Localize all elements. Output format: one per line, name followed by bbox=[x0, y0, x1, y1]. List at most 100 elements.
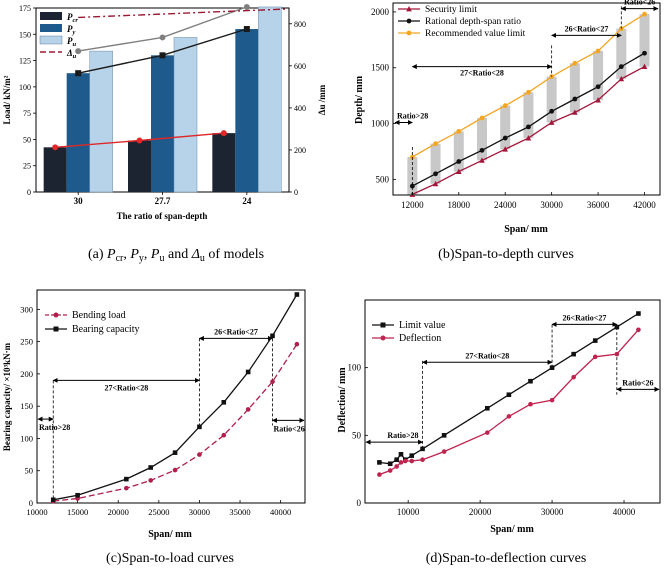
panel-a-ylabel-right: Δu /mm bbox=[317, 84, 327, 115]
series-point-0 bbox=[420, 446, 425, 452]
panel-a-chart: 0 25 50 75 100 125 150 175 0 200 400 600 800 30 27.7… bbox=[2, 3, 327, 264]
trend-point-pu-30 bbox=[75, 48, 82, 55]
series-point-1 bbox=[485, 430, 490, 435]
panel-a-ylabel: Load/ kN/m² bbox=[2, 75, 12, 124]
series-point-0 bbox=[548, 119, 555, 125]
y-tick-label: 300 bbox=[20, 304, 33, 314]
legend-swatch-pcr bbox=[40, 12, 62, 20]
series-point-0 bbox=[455, 168, 462, 174]
legend-marker-1 bbox=[53, 326, 59, 332]
bar-pu-27.7 bbox=[173, 37, 198, 193]
series-point-1 bbox=[618, 64, 624, 70]
annot-27-28-label: 27<Ratio<28 bbox=[465, 351, 509, 360]
panel-d-chart: 10000 20000 30000 40000 0 50 100 Ratio>28 27<Ra… bbox=[337, 299, 661, 566]
series-point-1 bbox=[441, 449, 447, 454]
series-point-1 bbox=[387, 468, 393, 473]
panel-a-caption: (a) Pcr, Py, Pu and Δu of models bbox=[88, 247, 264, 264]
trend-line-pu bbox=[78, 6, 248, 52]
legend-marker-1 bbox=[380, 335, 386, 341]
bar-py-24 bbox=[235, 29, 259, 193]
panel-a-y-ticks: 0 25 50 75 100 125 150 175 bbox=[19, 4, 36, 197]
bar-pcr-27.7 bbox=[128, 140, 151, 192]
series-point-1 bbox=[592, 354, 598, 360]
annot-ratio-lt26-label: Ratio<26 bbox=[624, 0, 655, 7]
series-point-2 bbox=[526, 89, 531, 95]
y-tick-label: 2000 bbox=[371, 7, 390, 17]
x-tick-label: 18000 bbox=[448, 200, 471, 210]
series-point-1 bbox=[549, 108, 555, 114]
x-tick-label: 40000 bbox=[270, 507, 291, 517]
y-tick-label: 150 bbox=[20, 401, 33, 411]
x-tick-label: 12000 bbox=[401, 200, 424, 210]
series-point-1 bbox=[409, 458, 415, 464]
series-point-1 bbox=[270, 333, 275, 339]
y-tick-label: 100 bbox=[348, 363, 362, 373]
x-tick-label: 42000 bbox=[633, 200, 656, 210]
delta-u-line bbox=[78, 8, 286, 19]
legend-marker-0 bbox=[406, 6, 412, 12]
panel-d-lines bbox=[377, 311, 641, 477]
y-tick-label: 50 bbox=[23, 135, 31, 144]
series-point-0 bbox=[571, 351, 576, 357]
y-tick-label: 50 bbox=[352, 430, 362, 440]
annot-26-27-label: 26<Ratio<27 bbox=[214, 327, 258, 336]
series-point-1 bbox=[526, 124, 531, 130]
series-point-1 bbox=[409, 183, 415, 189]
series-point-0 bbox=[124, 485, 129, 491]
y-tick-label: 200 bbox=[20, 369, 33, 379]
panel-b-xlabel: Span/ mm bbox=[504, 224, 548, 235]
series-point-1 bbox=[172, 450, 178, 455]
y-tick-label: 50 bbox=[25, 466, 34, 476]
annot-26-27-label: 26<Ratio<27 bbox=[563, 313, 607, 322]
x-tick-label: 36000 bbox=[587, 200, 610, 210]
panel-c-ylabel: Bearing capacity/ ×10³kN·m bbox=[2, 342, 12, 451]
series-point-1 bbox=[506, 414, 512, 419]
series-point-1 bbox=[571, 374, 576, 380]
trend-point-pu-27.7 bbox=[159, 34, 166, 41]
panel-b-chart: 12000 18000 24000 30000 36000 42000 500 1000 150… bbox=[354, 0, 661, 262]
panel-a-xlabel: The ratio of span-depth bbox=[117, 211, 208, 221]
legend-label-delta: Δu bbox=[66, 48, 77, 60]
series-point-1 bbox=[614, 351, 620, 357]
panel-a-right-ticks: 0 200 400 600 800 bbox=[289, 20, 306, 197]
legend-label-1: Deflection bbox=[399, 333, 441, 344]
x-tick-label: 24 bbox=[242, 196, 252, 206]
annot-ratio-lt26-label: Ratio<26 bbox=[622, 378, 653, 387]
legend-marker-0 bbox=[53, 312, 59, 318]
bar-pu-30 bbox=[89, 50, 113, 193]
range-band bbox=[593, 51, 604, 101]
y-tick-label: 1500 bbox=[371, 63, 390, 73]
panel-b-caption: (b)Span-to-depth curves bbox=[438, 247, 574, 262]
x-tick-label: 27.7 bbox=[155, 196, 171, 206]
legend-swatch-py bbox=[40, 24, 62, 32]
series-point-1 bbox=[124, 476, 129, 482]
legend-marker-1 bbox=[406, 18, 412, 24]
y-tick-label: 75 bbox=[23, 109, 31, 118]
series-point-1 bbox=[420, 457, 425, 462]
trend-point-pcr-30 bbox=[52, 144, 59, 151]
series-point-0 bbox=[409, 453, 415, 458]
x-tick-label: 25000 bbox=[148, 507, 169, 517]
y-tick-label: 150 bbox=[19, 30, 31, 39]
panel-b-bands bbox=[407, 14, 650, 195]
series-point-0 bbox=[549, 365, 555, 370]
y-tick-label: 0 bbox=[27, 188, 31, 197]
legend-label-2: Recommended value limit bbox=[425, 29, 526, 39]
annot-27-28-label: 27<Ratio<28 bbox=[104, 383, 148, 392]
series-point-0 bbox=[485, 405, 490, 411]
legend-label-0: Bending load bbox=[72, 310, 126, 321]
series-point-2 bbox=[479, 115, 485, 121]
trend-point-py-30 bbox=[75, 70, 82, 77]
panel-c-legend: Bending load Bearing capacity bbox=[45, 310, 139, 335]
legend-marker-0 bbox=[380, 322, 386, 328]
panel-b-annotations: Ratio>28 27<Ratio<28 26<Ratio<27 Ratio<26 bbox=[394, 0, 659, 195]
series-point-2 bbox=[572, 60, 578, 66]
series-point-0 bbox=[387, 461, 393, 467]
panel-d-ticks: 10000 20000 30000 40000 0 50 100 bbox=[348, 363, 636, 517]
series-point-0 bbox=[172, 467, 178, 473]
legend-label-0: Limit value bbox=[399, 320, 446, 331]
x-tick-label: 40000 bbox=[613, 507, 636, 517]
series-point-2 bbox=[502, 103, 508, 109]
series-point-1 bbox=[402, 458, 408, 464]
